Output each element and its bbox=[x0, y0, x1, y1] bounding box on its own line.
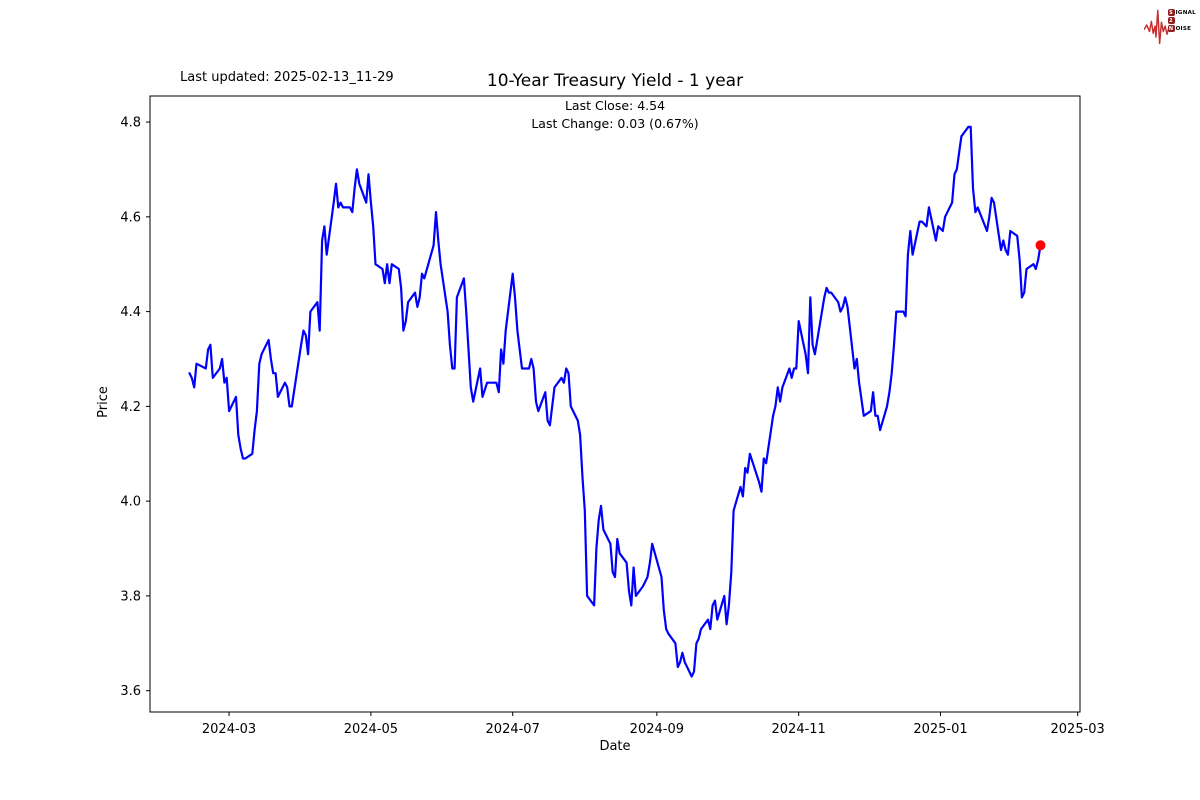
y-tick-label: 4.2 bbox=[120, 400, 141, 415]
logo-text: S IGNAL 2 N OISE bbox=[1167, 9, 1196, 32]
logo-badge-2: 2 bbox=[1167, 17, 1175, 24]
signal2noise-logo: S IGNAL 2 N OISE bbox=[1144, 4, 1196, 48]
axes-border bbox=[149, 95, 1081, 713]
x-tick-label: 2025-03 bbox=[1051, 722, 1105, 737]
y-tick-label: 3.6 bbox=[120, 684, 141, 699]
chart-title: 10-Year Treasury Yield - 1 year bbox=[486, 71, 744, 91]
y-tick-label: 4.6 bbox=[120, 210, 141, 225]
logo-badge-s: S bbox=[1167, 9, 1175, 16]
chart-subtitle: Last Close: 4.54 Last Change: 0.03 (0.67… bbox=[150, 97, 1080, 133]
yield-line-series bbox=[188, 125, 1042, 678]
last-change-text: Last Change: 0.03 (0.67%) bbox=[531, 116, 699, 131]
last-updated-text: Last updated: 2025-02-13_11-29 bbox=[180, 70, 394, 85]
y-axis-ticks: 3.6 3.8 4.0 4.2 4.4 4.6 4.8 bbox=[120, 116, 150, 699]
y-axis-label: Price bbox=[96, 386, 111, 418]
waveform-icon bbox=[1144, 9, 1172, 45]
y-tick-label: 3.8 bbox=[120, 589, 141, 604]
x-tick-label: 2024-11 bbox=[772, 722, 826, 737]
y-tick-label: 4.8 bbox=[120, 116, 141, 131]
x-tick-label: 2024-03 bbox=[202, 722, 256, 737]
x-tick-label: 2024-05 bbox=[344, 722, 398, 737]
logo-row-signal-rest: IGNAL bbox=[1175, 9, 1196, 16]
x-axis-ticks: 2024-03 2024-05 2024-07 2024-09 2024-11 2025-… bbox=[202, 712, 1105, 737]
last-price-marker bbox=[1035, 240, 1046, 251]
y-tick-label: 4.0 bbox=[120, 495, 141, 510]
logo-badge-n: N bbox=[1167, 25, 1175, 32]
logo-row-noise-rest: OISE bbox=[1175, 25, 1192, 32]
x-tick-label: 2024-09 bbox=[630, 722, 684, 737]
last-close-text: Last Close: 4.54 bbox=[564, 98, 666, 113]
logo-row-signal: S IGNAL bbox=[1167, 9, 1196, 16]
x-tick-label: 2025-01 bbox=[913, 722, 967, 737]
logo-row-noise: N OISE bbox=[1167, 25, 1196, 32]
y-tick-label: 4.4 bbox=[120, 305, 141, 320]
logo-row-2: 2 bbox=[1167, 17, 1196, 24]
x-axis-label: Date bbox=[599, 739, 631, 754]
x-tick-label: 2024-07 bbox=[486, 722, 540, 737]
